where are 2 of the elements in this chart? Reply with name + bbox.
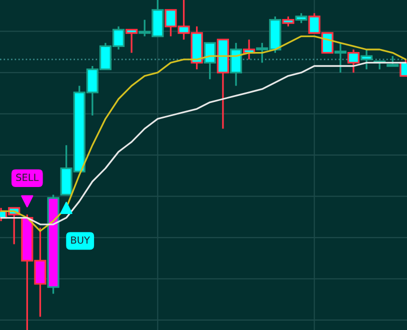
annotation: SELL <box>16 174 39 182</box>
annotation: BUY <box>71 236 90 244</box>
